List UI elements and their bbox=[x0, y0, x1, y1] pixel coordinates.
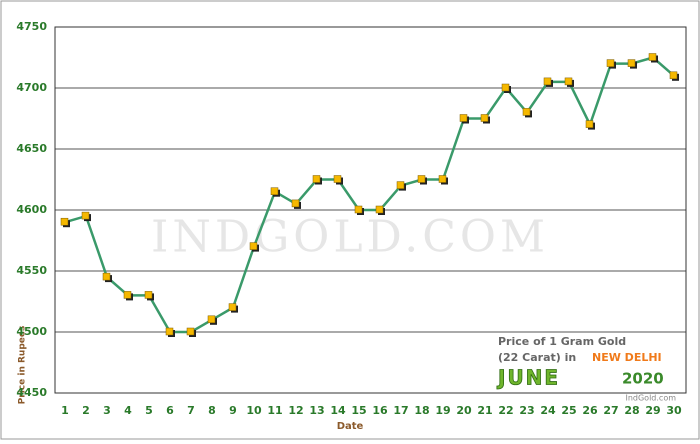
watermark: INDGOLD.COM bbox=[151, 212, 549, 263]
marker bbox=[354, 205, 363, 214]
marker bbox=[501, 83, 510, 92]
x-tick-label: 28 bbox=[624, 404, 639, 417]
x-tick-label: 6 bbox=[166, 404, 174, 417]
x-tick-label: 30 bbox=[666, 404, 682, 417]
x-tick-label: 17 bbox=[393, 404, 408, 417]
x-tick-label: 10 bbox=[246, 404, 262, 417]
annotation-line: Price of 1 Gram Gold bbox=[498, 335, 626, 348]
marker bbox=[438, 175, 447, 183]
x-tick-label: 26 bbox=[582, 404, 598, 417]
x-tick-label: 21 bbox=[477, 404, 492, 417]
y-axis-label: Price in Rupees bbox=[18, 326, 28, 405]
marker bbox=[669, 71, 678, 80]
marker bbox=[417, 175, 426, 183]
x-tick-label: 9 bbox=[229, 404, 237, 417]
series-line bbox=[64, 56, 675, 334]
y-tick-label: 4550 bbox=[16, 264, 47, 277]
marker bbox=[312, 175, 321, 183]
x-tick-label: 4 bbox=[124, 404, 132, 417]
x-tick-label: 25 bbox=[561, 404, 576, 417]
x-tick-label: 7 bbox=[187, 404, 195, 417]
x-tick-label: 18 bbox=[414, 404, 429, 417]
marker bbox=[270, 187, 279, 195]
marker bbox=[564, 77, 573, 86]
marker bbox=[228, 303, 237, 311]
x-tick-label: 24 bbox=[540, 404, 556, 417]
x-tick-label: 27 bbox=[603, 404, 618, 417]
marker bbox=[102, 272, 111, 281]
x-axis-label: Date bbox=[337, 421, 364, 432]
marker bbox=[396, 181, 405, 189]
marker bbox=[291, 199, 300, 208]
marker bbox=[543, 77, 552, 86]
y-tick-label: 4650 bbox=[16, 142, 47, 155]
x-tick-label: 1 bbox=[61, 404, 69, 417]
x-tick-label: 19 bbox=[435, 404, 450, 417]
x-tick-label: 13 bbox=[309, 404, 324, 417]
marker bbox=[606, 59, 615, 67]
x-tick-label: 11 bbox=[267, 404, 282, 417]
marker bbox=[648, 53, 657, 61]
x-tick-label: 8 bbox=[208, 404, 216, 417]
marker bbox=[333, 175, 342, 183]
annotation-line: (22 Carat) in bbox=[498, 351, 576, 364]
x-tick-label: 20 bbox=[456, 404, 472, 417]
x-tick-label: 29 bbox=[645, 404, 660, 417]
marker bbox=[165, 327, 174, 336]
marker bbox=[81, 211, 90, 220]
marker bbox=[144, 291, 153, 299]
annotation-site: IndGold.com bbox=[625, 394, 676, 403]
marker bbox=[186, 327, 195, 336]
y-tick-label: 4450 bbox=[16, 386, 47, 399]
marker bbox=[480, 114, 489, 122]
x-tick-label: 2 bbox=[82, 404, 90, 417]
marker bbox=[123, 291, 132, 299]
marker bbox=[375, 205, 384, 214]
x-tick-label: 16 bbox=[372, 404, 388, 417]
x-tick-label: 15 bbox=[351, 404, 366, 417]
x-tick-label: 14 bbox=[330, 404, 346, 417]
x-tick-label: 22 bbox=[498, 404, 513, 417]
y-tick-label: 4500 bbox=[16, 325, 47, 338]
marker bbox=[585, 120, 594, 128]
marker bbox=[522, 108, 531, 116]
y-tick-label: 4750 bbox=[16, 20, 47, 33]
x-tick-label: 23 bbox=[519, 404, 534, 417]
plot-border bbox=[54, 26, 687, 394]
x-tick-label: 5 bbox=[145, 404, 153, 417]
marker bbox=[627, 59, 636, 67]
x-tick-label: 12 bbox=[288, 404, 303, 417]
y-tick-label: 4600 bbox=[16, 203, 47, 216]
marker bbox=[249, 242, 258, 250]
marker bbox=[207, 315, 216, 324]
x-tick-label: 3 bbox=[103, 404, 111, 417]
y-tick-label: 4700 bbox=[16, 81, 47, 94]
marker bbox=[459, 114, 468, 122]
annotation-month: JUNE bbox=[496, 366, 560, 390]
annotation-year: 2020 bbox=[622, 370, 664, 388]
annotation: Price of 1 Gram Gold (22 Carat) in NEW D… bbox=[496, 335, 677, 403]
marker bbox=[60, 217, 69, 226]
annotation-city: NEW DELHI bbox=[592, 351, 662, 364]
